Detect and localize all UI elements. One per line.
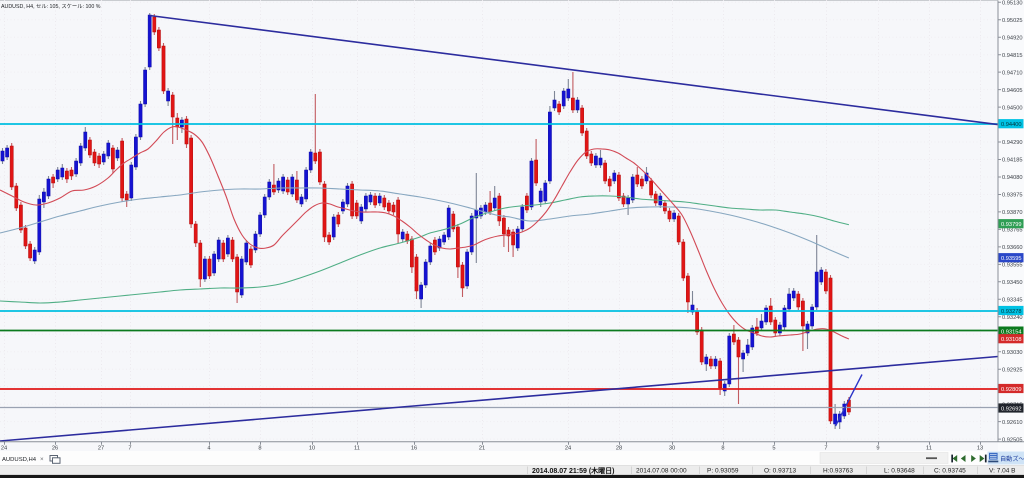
svg-text:24: 24 [1, 446, 7, 452]
svg-text:0.95130: 0.95130 [1002, 0, 1023, 6]
svg-text:4: 4 [207, 446, 210, 452]
svg-text:0.94605: 0.94605 [1002, 88, 1023, 94]
svg-text:28: 28 [616, 446, 622, 452]
svg-text:11: 11 [926, 446, 932, 452]
svg-text:0.93870: 0.93870 [1002, 210, 1023, 216]
svg-text:24: 24 [565, 446, 571, 452]
svg-text:0.92925: 0.92925 [1002, 367, 1023, 373]
svg-text:8: 8 [721, 446, 724, 452]
svg-text:7: 7 [128, 446, 131, 452]
svg-text:0.92692: 0.92692 [1001, 406, 1022, 412]
svg-text:自動ズ〜: 自動ズ〜 [1000, 455, 1024, 463]
svg-text:26: 26 [52, 446, 58, 452]
svg-text:0.95025: 0.95025 [1002, 18, 1023, 24]
svg-text:AUDUSD, H4, セル: 105, スケール: 100: AUDUSD, H4, セル: 105, スケール: 100 % [1, 3, 101, 10]
svg-text:16: 16 [411, 446, 417, 452]
svg-text:2014.08.07 21:59 (木曜日): 2014.08.07 21:59 (木曜日) [532, 466, 615, 475]
svg-text:0.93450: 0.93450 [1002, 280, 1023, 286]
svg-text:10: 10 [309, 446, 315, 452]
svg-text:H:0.93763: H:0.93763 [823, 468, 853, 475]
svg-text:0.92505: 0.92505 [1002, 437, 1023, 443]
svg-text:11: 11 [354, 446, 360, 452]
svg-text:0.92809: 0.92809 [1001, 387, 1022, 393]
svg-text:0.94500: 0.94500 [1002, 105, 1023, 111]
svg-text:27: 27 [98, 446, 104, 452]
svg-text:0.94920: 0.94920 [1002, 35, 1023, 41]
svg-text:0.94400: 0.94400 [1001, 122, 1022, 128]
svg-text:AUDUSD,H4: AUDUSD,H4 [2, 457, 37, 463]
svg-text:13: 13 [977, 446, 983, 452]
svg-text:V: 7.04 B: V: 7.04 B [989, 468, 1016, 475]
svg-text:0.93108: 0.93108 [1001, 337, 1022, 343]
svg-text:0.93660: 0.93660 [1002, 245, 1023, 251]
svg-text:30: 30 [669, 446, 675, 452]
svg-text:0.92610: 0.92610 [1002, 420, 1023, 426]
svg-text:0.94290: 0.94290 [1002, 140, 1023, 146]
svg-text:0.93765: 0.93765 [1002, 228, 1023, 234]
svg-text:0.94815: 0.94815 [1002, 53, 1023, 59]
svg-text:O: 0.93713: O: 0.93713 [764, 468, 797, 475]
svg-text:7: 7 [824, 446, 827, 452]
svg-text:0.93278: 0.93278 [1001, 309, 1022, 315]
svg-text:0.94080: 0.94080 [1002, 175, 1023, 181]
svg-text:8: 8 [258, 446, 261, 452]
svg-text:0.94710: 0.94710 [1002, 70, 1023, 76]
svg-text:0.93030: 0.93030 [1002, 350, 1023, 356]
svg-text:0.93595: 0.93595 [1001, 256, 1022, 262]
svg-text:2014.07.08 00:00: 2014.07.08 00:00 [636, 468, 687, 475]
svg-text:×: × [40, 456, 44, 463]
svg-text:0.94185: 0.94185 [1002, 158, 1023, 164]
svg-text:9: 9 [876, 446, 879, 452]
svg-text:L: 0.93648: L: 0.93648 [884, 468, 915, 475]
svg-text:0.93975: 0.93975 [1002, 193, 1023, 199]
svg-text:0.93154: 0.93154 [1001, 330, 1022, 336]
svg-text:5: 5 [772, 446, 775, 452]
svg-text:21: 21 [479, 446, 485, 452]
svg-text:0.93240: 0.93240 [1002, 315, 1023, 321]
svg-text:0.93799: 0.93799 [1001, 222, 1022, 228]
svg-text:0.93555: 0.93555 [1002, 263, 1023, 269]
svg-text:0.93345: 0.93345 [1002, 298, 1023, 304]
svg-text:P: 0.93059: P: 0.93059 [707, 468, 739, 475]
svg-text:C: 0.93745: C: 0.93745 [934, 468, 966, 475]
